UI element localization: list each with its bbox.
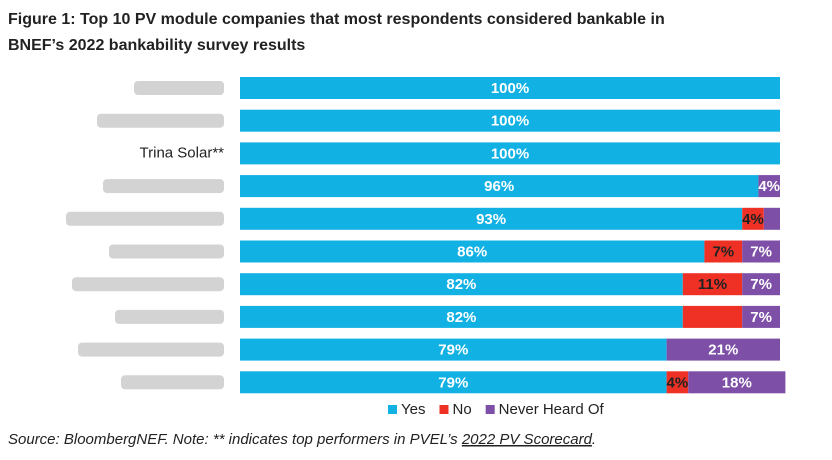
blurred-label xyxy=(97,113,224,128)
blurred-label xyxy=(72,277,224,292)
bar-segment xyxy=(682,305,743,328)
bar-segment xyxy=(682,273,743,296)
bar-segment xyxy=(742,240,780,263)
bar-segment xyxy=(742,273,780,296)
value-label: 4% xyxy=(742,211,764,228)
value-label: 7% xyxy=(712,243,734,260)
blurred-label xyxy=(66,211,224,226)
source-text: Source: BloombergNEF. Note: ** indicates… xyxy=(8,431,462,448)
bar-segment xyxy=(240,175,759,198)
source-note: Source: BloombergNEF. Note: ** indicates… xyxy=(8,431,596,448)
bar-segment xyxy=(666,338,780,361)
bar-segment xyxy=(240,371,667,394)
value-label: 7% xyxy=(750,243,772,260)
value-label: 82% xyxy=(446,276,476,293)
chart-title: Figure 1: Top 10 PV module companies tha… xyxy=(8,11,665,28)
source-link: 2022 PV Scorecard xyxy=(461,431,593,448)
bar-segment xyxy=(763,207,780,230)
legend-swatch xyxy=(439,405,449,414)
bar-segment xyxy=(742,305,780,328)
value-label: 7% xyxy=(750,276,772,293)
value-label: 79% xyxy=(438,374,468,391)
y-tick-label: Trina Solar** xyxy=(140,144,225,161)
legend-label: No xyxy=(452,401,471,418)
value-label: 100% xyxy=(491,145,529,162)
blurred-label xyxy=(103,179,224,194)
bar-segment xyxy=(240,273,683,296)
legend-swatch xyxy=(388,405,397,414)
value-label: 79% xyxy=(438,342,468,359)
value-label: 4% xyxy=(758,178,780,195)
bar-segment xyxy=(240,142,780,165)
blurred-labels xyxy=(66,81,224,390)
blurred-label xyxy=(115,309,224,324)
value-label: 4% xyxy=(667,374,689,391)
bar-segment xyxy=(240,109,780,132)
value-label: 96% xyxy=(484,178,514,195)
value-label: 86% xyxy=(457,243,487,260)
value-label: 21% xyxy=(708,342,738,359)
value-label: 82% xyxy=(446,309,476,326)
bar-segment xyxy=(688,371,786,394)
legend-label: Yes xyxy=(401,401,425,418)
bar-segment xyxy=(742,207,764,230)
source-end: . xyxy=(592,431,596,448)
bar-segment xyxy=(240,305,683,328)
chart-title-line2: BNEF’s 2022 bankability survey results xyxy=(8,37,305,54)
bar-segment xyxy=(240,240,705,263)
value-label: 11% xyxy=(698,276,727,293)
bar-segment xyxy=(240,77,780,99)
blurred-label xyxy=(109,244,224,259)
blurred-label xyxy=(121,375,224,390)
bar-segment xyxy=(240,338,667,361)
legend-swatch xyxy=(485,405,495,414)
value-label: 100% xyxy=(491,80,529,97)
bar-segment xyxy=(666,371,689,394)
value-label: 18% xyxy=(722,374,752,391)
bar-segment xyxy=(758,175,780,198)
value-label: 7% xyxy=(750,309,772,326)
value-label: 100% xyxy=(491,113,529,130)
bar-segment xyxy=(704,240,743,263)
blurred-label xyxy=(134,81,224,95)
bar-segment xyxy=(240,207,743,230)
value-label: 93% xyxy=(476,211,506,228)
blurred-label xyxy=(78,342,224,357)
legend-label: Never Heard Of xyxy=(499,401,605,418)
